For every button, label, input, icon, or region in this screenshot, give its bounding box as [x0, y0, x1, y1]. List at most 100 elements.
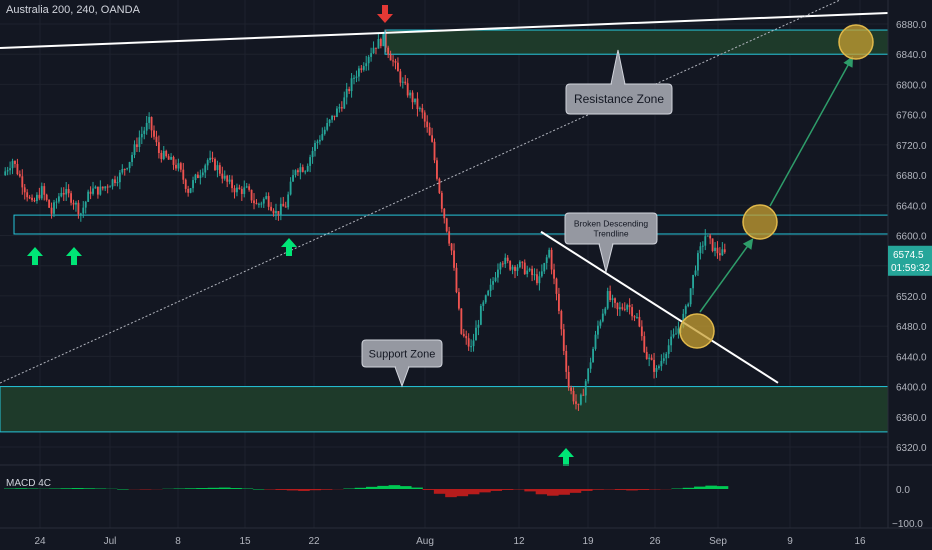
macd-bar	[286, 489, 299, 491]
macd-bar	[388, 485, 401, 489]
candle-body	[275, 211, 277, 214]
candle-body	[326, 123, 329, 130]
candle-body	[65, 189, 68, 195]
candle-body	[255, 203, 258, 205]
candle-body	[16, 163, 19, 175]
candle-body	[143, 130, 146, 134]
rising-dotted-trendline	[0, 0, 841, 384]
candle-body	[67, 189, 70, 194]
candle-body	[214, 159, 216, 171]
candle-body	[175, 164, 177, 169]
y-tick-label: 6760.0	[896, 111, 927, 122]
x-tick-label: Aug	[416, 536, 434, 547]
target-circle	[838, 24, 874, 60]
candle-body	[433, 141, 436, 161]
candle-body	[87, 191, 90, 202]
candle-body	[589, 362, 592, 369]
candle-body	[404, 81, 407, 84]
candle-body	[301, 167, 304, 172]
candle-body	[653, 359, 655, 372]
candle-body	[77, 202, 80, 215]
candle-body	[640, 326, 643, 337]
candle-body	[262, 198, 265, 204]
last-price-badge	[888, 245, 932, 276]
callout-pointer	[598, 243, 614, 273]
candle-body	[31, 197, 33, 201]
candle-body	[448, 231, 451, 244]
candle-body	[104, 186, 107, 189]
macd-bar	[705, 485, 717, 489]
candle-body	[82, 207, 85, 214]
candle-body	[360, 68, 363, 70]
y-tick-label: 6400.0	[896, 383, 927, 394]
macd-bar	[422, 489, 435, 490]
candle-body	[548, 249, 551, 258]
candle-body	[655, 368, 658, 372]
candle-body	[645, 351, 648, 359]
candle-body	[355, 76, 358, 78]
candle-body	[523, 262, 526, 275]
macd-bar	[580, 489, 593, 491]
candle-body	[499, 263, 502, 270]
upper-trendline	[0, 12, 889, 49]
x-tick-label: 22	[308, 536, 320, 547]
candle-body	[223, 175, 226, 179]
candle-body	[597, 325, 599, 335]
candle-body	[387, 47, 390, 55]
candle-body	[272, 210, 275, 214]
candle-body	[533, 274, 536, 276]
candle-body	[157, 142, 160, 154]
candle-body	[182, 169, 185, 180]
candle-body	[440, 192, 443, 209]
candle-body	[245, 186, 248, 188]
candle-body	[411, 92, 414, 103]
candle-body	[153, 130, 155, 137]
candle-body	[555, 278, 558, 294]
candle-body	[170, 156, 173, 160]
y-tick-label: 6440.0	[896, 352, 927, 363]
green-up-arrow	[66, 247, 82, 265]
candle-body	[187, 188, 190, 193]
candle-body	[477, 324, 480, 328]
macd-bar	[535, 489, 548, 495]
candle-body	[723, 249, 726, 253]
candle-body	[211, 157, 214, 160]
macd-bar	[196, 488, 208, 489]
candle-body	[667, 345, 670, 354]
candle-body	[699, 246, 702, 254]
candle-body	[45, 194, 48, 200]
candle-body	[189, 188, 192, 193]
candle-body	[414, 98, 416, 103]
candle-body	[304, 171, 307, 173]
candle-body	[345, 88, 348, 98]
candle-body	[357, 68, 360, 77]
candle-body	[631, 307, 634, 317]
macd-bar	[467, 489, 480, 495]
candle-body	[406, 83, 409, 96]
candle-body	[538, 276, 541, 284]
candle-body	[60, 192, 63, 197]
candle-body	[455, 267, 458, 293]
macd-bar	[626, 489, 638, 491]
candle-body	[562, 329, 565, 352]
candle-body	[257, 203, 260, 205]
candle-body	[662, 358, 665, 361]
candle-body	[577, 403, 580, 405]
macd-bar	[637, 489, 650, 490]
y-tick-label: 6600.0	[896, 232, 927, 243]
candle-body	[338, 107, 341, 109]
candle-body	[194, 174, 197, 181]
candle-body	[238, 187, 241, 190]
callout-box	[564, 212, 658, 245]
candle-body	[155, 136, 158, 143]
candle-body	[282, 203, 285, 207]
candle-body	[192, 180, 194, 189]
candle-body	[509, 261, 512, 270]
candle-body	[145, 122, 148, 131]
callout-text: Trendline	[593, 229, 628, 239]
candle-body	[50, 207, 53, 214]
candle-body	[348, 88, 351, 92]
candle-body	[318, 139, 321, 142]
macd-bar	[694, 486, 706, 489]
